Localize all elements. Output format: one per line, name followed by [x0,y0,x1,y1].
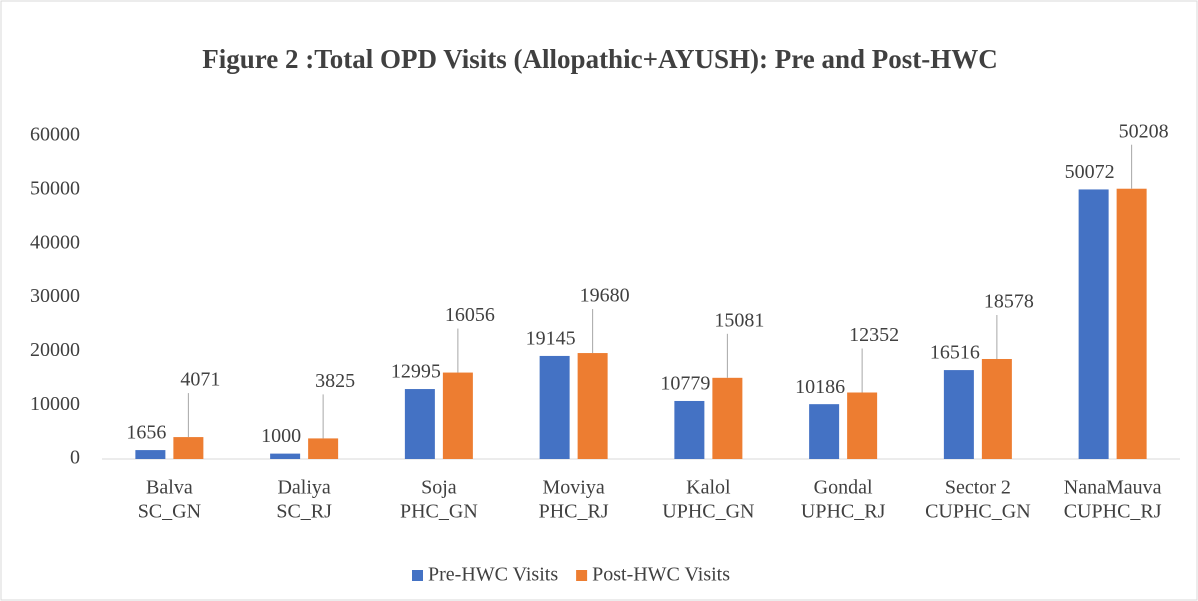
data-label: 19680 [580,285,630,307]
data-label: 50208 [1119,120,1169,142]
x-tick-label: Sector 2 [945,477,1011,499]
y-tick-label: 20000 [30,339,80,361]
y-tick-label: 0 [70,447,80,469]
data-label: 10779 [660,373,710,395]
x-tick-label: CUPHC_RJ [1064,501,1162,523]
bar [847,392,878,459]
x-tick-label: UPHC_RJ [801,501,886,523]
data-label: 16056 [445,304,495,326]
data-label: 16516 [930,342,980,364]
bar [173,437,204,459]
x-tick-label: Soja [421,477,457,499]
x-tick-label: Kalol [686,477,731,499]
chart-title: Figure 2 :Total OPD Visits (Allopathic+A… [202,44,997,74]
y-tick-label: 40000 [30,231,80,253]
y-tick-label: 50000 [30,177,80,199]
bar [981,358,1012,459]
x-tick-label: PHC_GN [400,501,478,523]
x-tick-label: NanaMauva [1064,477,1162,499]
legend-label: Post-HWC Visits [592,564,730,586]
x-tick-label: CUPHC_GN [925,501,1031,523]
bar [712,377,743,459]
x-tick-label: Moviya [543,477,605,499]
x-tick-label: PHC_RJ [539,501,609,523]
legend-label: Pre-HWC Visits [428,564,558,586]
data-label: 1656 [126,422,166,444]
data-label: 3825 [315,370,355,392]
x-tick-label: Balva [146,477,193,499]
bar [442,372,473,459]
bar [1116,188,1147,459]
x-tick-label: UPHC_GN [662,501,754,523]
bar [1078,189,1109,459]
data-label: 18578 [984,291,1034,313]
data-label: 1000 [261,425,301,447]
y-tick-label: 10000 [30,393,80,415]
bar [674,400,705,459]
bar [539,355,570,459]
data-label: 10186 [795,376,845,398]
x-tick-label: SC_RJ [276,501,332,523]
y-tick-label: 30000 [30,285,80,307]
data-label: 19145 [526,328,576,350]
bar [135,450,166,459]
x-tick-label: Daliya [277,477,330,499]
data-label: 50072 [1065,161,1115,183]
data-label: 12995 [391,361,441,383]
bar [270,453,301,459]
data-label: 12352 [849,324,899,346]
bar [308,438,339,459]
x-tick-label: Gondal [814,477,873,499]
legend-swatch [576,570,588,581]
bar [404,389,435,459]
bar [809,404,840,459]
legend-swatch [412,570,423,581]
x-tick-label: SC_GN [138,501,201,523]
data-label: 4071 [180,369,220,391]
data-label: 15081 [714,309,764,331]
bar [943,370,974,459]
y-tick-label: 60000 [30,124,80,146]
bar [577,353,608,459]
